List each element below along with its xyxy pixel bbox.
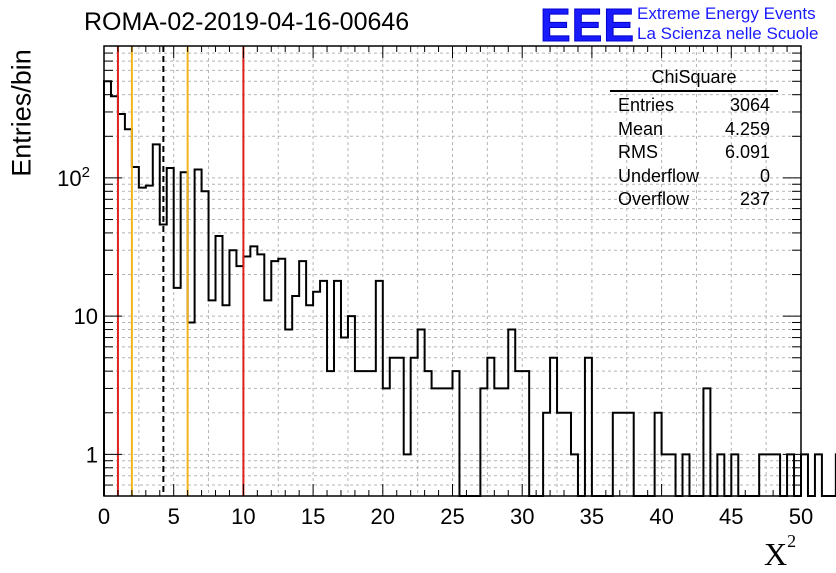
x-tick-label: 0 [98, 504, 110, 529]
stats-value: 4.259 [724, 118, 770, 139]
y-axis-label: Entries/bin [6, 48, 37, 177]
stats-row-underflow: Underflow 0 [610, 166, 778, 190]
stats-row-mean: Mean 4.259 [610, 119, 778, 143]
x-tick-label: 15 [301, 504, 325, 529]
stats-label: Overflow [618, 189, 690, 209]
x-tick-label: 25 [440, 504, 464, 529]
logo-line-1: Extreme Energy Events [637, 4, 816, 23]
x-tick-label: 30 [510, 504, 534, 529]
x-tick-label: 5 [168, 504, 180, 529]
x-tick-label: 35 [580, 504, 604, 529]
stats-title: ChiSquare [610, 67, 778, 92]
stats-row-rms: RMS 6.091 [610, 142, 778, 166]
stats-label: Entries [618, 95, 675, 115]
x-axis-label: X2 [764, 531, 796, 573]
stats-value: 6.091 [724, 142, 770, 162]
histogram-series [103, 80, 836, 497]
stats-label: Underflow [618, 165, 700, 186]
stats-row-overflow: Overflow 237 [610, 189, 778, 213]
x-tick-label: 50 [789, 504, 813, 529]
x-tick-label: 45 [719, 504, 743, 529]
stats-box: ChiSquare Entries 3064 Mean 4.259 RMS 6.… [610, 67, 778, 213]
y-axis-label-box: Entries/bin [4, 40, 40, 185]
stats-row-entries: Entries 3064 [610, 95, 778, 119]
x-tick-label: 10 [231, 504, 255, 529]
logo-line-2: La Scienza nelle Scuole [637, 24, 819, 43]
stats-label: RMS [618, 142, 658, 162]
eee-logo: EEE Extreme Energy Events La Scienza nel… [539, 0, 830, 52]
x-axis-label-base: X [764, 536, 788, 572]
stats-label: Mean [618, 118, 664, 139]
x-tick-label: 20 [371, 504, 395, 529]
logo-mark: EEE [539, 0, 636, 52]
x-axis-label-superscript: 2 [787, 531, 797, 552]
y-tick-label: 10 [74, 304, 98, 329]
chart-title: ROMA-02-2019-04-16-00646 [84, 8, 410, 36]
y-tick-label: 1 [86, 442, 98, 467]
stats-value: 3064 [729, 95, 770, 115]
stats-value: 0 [759, 165, 770, 186]
x-tick-label: 40 [649, 504, 673, 529]
stats-value: 237 [739, 189, 770, 209]
y-tick-label: 102 [57, 164, 90, 191]
